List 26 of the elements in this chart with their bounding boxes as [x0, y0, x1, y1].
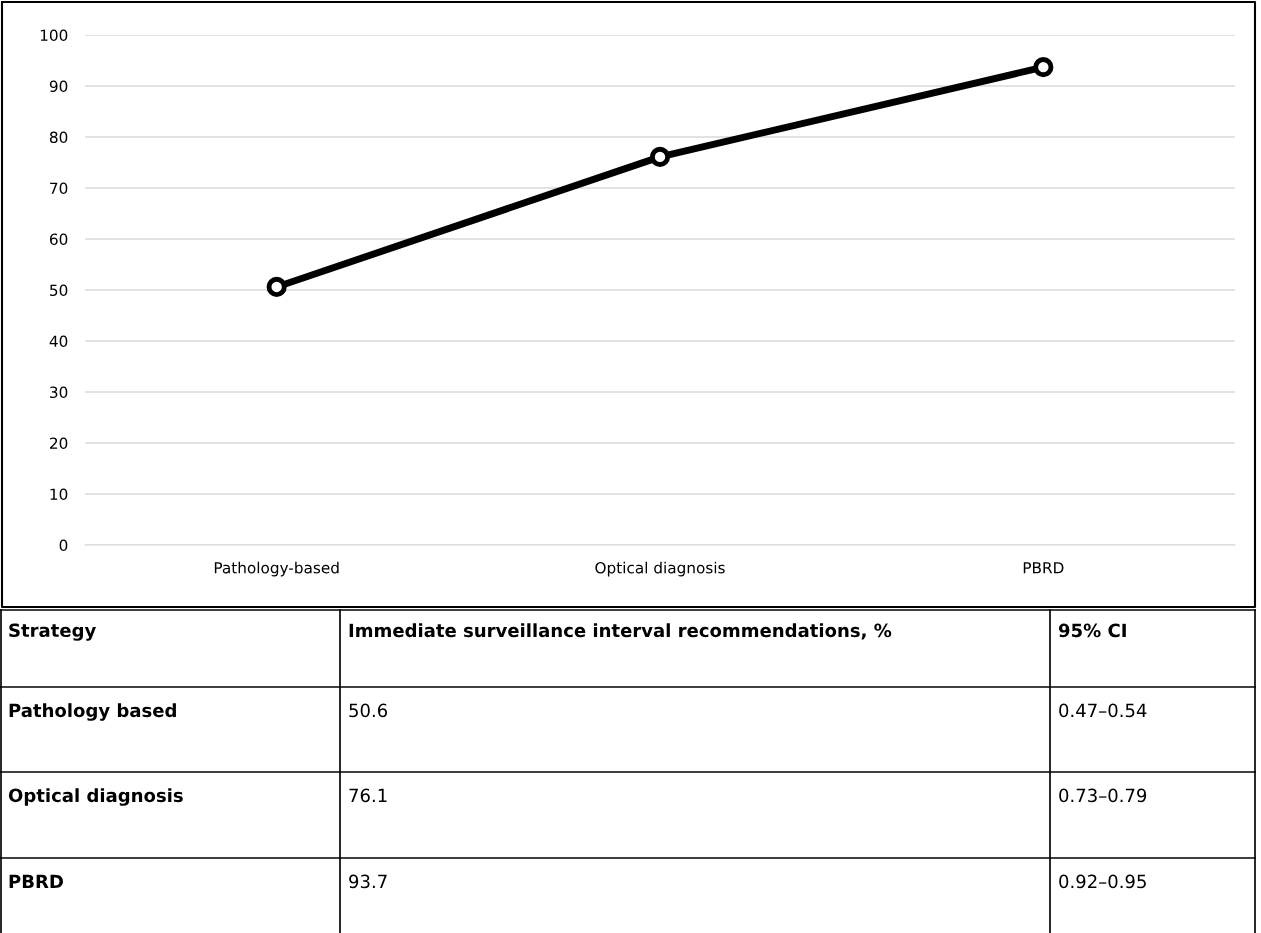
text: 0.92–0.95 — [1059, 874, 1146, 889]
y-tick-label: 40 — [49, 335, 68, 348]
text: 0.47–0.54 — [1059, 703, 1147, 718]
text: Pathology based — [9, 703, 176, 721]
x-tick-label: Optical diagnosis — [595, 561, 725, 577]
text: Optical diagnosis — [8, 788, 183, 806]
x-tick-label: Pathology-based — [214, 561, 339, 577]
y-tick-label: 70 — [50, 182, 68, 195]
text: Immediate surveillance interval recommendations, % — [349, 623, 892, 640]
text: Strategy — [9, 623, 96, 641]
y-tick-label: 10 — [50, 488, 68, 501]
y-tick-label: 20 — [50, 437, 68, 450]
text: 0.73–0.79 — [1059, 788, 1147, 803]
text: 95% CI — [1058, 623, 1126, 638]
text: 93.7 — [349, 874, 387, 889]
text: 76.1 — [349, 788, 387, 803]
y-tick-label: 50 — [50, 284, 68, 297]
y-tick-label: 90 — [49, 80, 68, 93]
y-tick-label: 30 — [50, 386, 68, 399]
text: 50.6 — [349, 703, 388, 718]
text: PBRD — [9, 874, 63, 888]
y-tick-label: 100 — [40, 29, 68, 42]
x-tick-label: PBRD — [1023, 562, 1064, 574]
y-tick-label: 60 — [49, 233, 68, 246]
y-tick-label: 0 — [59, 539, 68, 552]
y-tick-label: 80 — [49, 131, 68, 144]
